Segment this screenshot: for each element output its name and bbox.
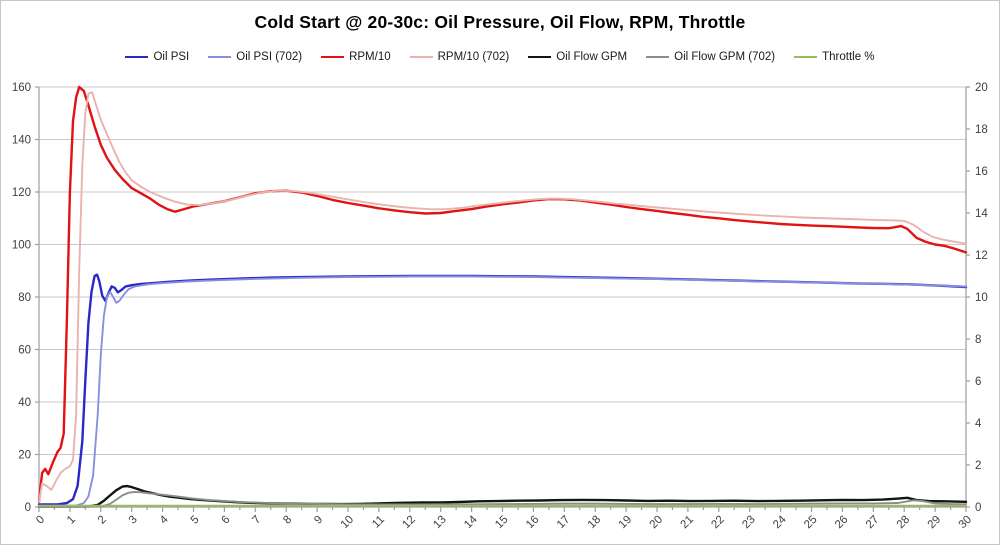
y-right-tick-label: 14 [975, 208, 988, 220]
x-tick-label: 7 [250, 514, 263, 527]
x-tick-label: 23 [740, 514, 758, 532]
y-left-tick-label: 80 [18, 292, 31, 304]
y-left-tick-label: 20 [18, 450, 31, 462]
x-tick-label: 13 [431, 514, 449, 532]
legend-swatch-throttle [794, 56, 818, 58]
x-tick-label: 4 [158, 513, 171, 526]
y-left-tick-label: 120 [12, 187, 31, 199]
x-tick-label: 27 [864, 514, 882, 532]
y-left-tick-label: 140 [12, 135, 31, 147]
x-tick-label: 18 [586, 514, 604, 532]
y-left-tick-label: 40 [18, 397, 31, 409]
legend-label-throttle: Throttle % [822, 51, 875, 63]
x-tick-label: 24 [771, 513, 789, 531]
series-oil-psi [37, 273, 968, 506]
y-left-tick-label: 100 [12, 240, 31, 252]
x-tick-label: 5 [189, 514, 202, 527]
x-tick-label: 8 [281, 514, 294, 527]
x-tick-label: 30 [957, 514, 975, 532]
x-tick-label: 15 [493, 514, 511, 532]
y-right-tick-label: 18 [975, 124, 988, 136]
legend-label-oil-flow-gpm: Oil Flow GPM [556, 51, 628, 63]
x-tick-label: 19 [617, 514, 635, 532]
legend-item-rpm-10: RPM/10 [321, 51, 391, 63]
series-rpm-10-702 [38, 91, 967, 503]
x-tick-label: 29 [926, 514, 944, 532]
legend-label-oil-flow-gpm-702: Oil Flow GPM (702) [674, 51, 776, 63]
legend-label-oil-psi: Oil PSI [153, 51, 190, 63]
legend-swatch-rpm-10-702 [409, 56, 433, 58]
legend-swatch-oil-psi-702 [208, 56, 232, 58]
legend-label-rpm-10-702: RPM/10 (702) [437, 51, 510, 63]
legend-item-oil-psi: Oil PSI [125, 51, 189, 63]
legend-swatch-oil-psi [125, 56, 149, 58]
series-rpm-10 [37, 85, 968, 503]
chart-legend: Oil PSI Oil PSI (702) RPM/10 RPM/10 (702) Oi… [1, 51, 999, 63]
x-tick-label: 2 [96, 514, 109, 527]
y-right-tick-label: 2 [975, 460, 981, 472]
y-right-tick-label: 20 [975, 82, 988, 94]
y-left-tick-label: 60 [18, 345, 31, 357]
legend-label-oil-psi-702: Oil PSI (702) [236, 51, 303, 63]
legend-label-rpm-10: RPM/10 [349, 51, 391, 63]
y-right-tick-label: 8 [975, 334, 981, 346]
x-tick-label: 1 [65, 514, 78, 527]
legend-swatch-oil-flow-gpm [528, 56, 552, 58]
series-oil-flow-gpm [37, 484, 968, 508]
x-tick-label: 21 [678, 514, 696, 532]
series-oil-psi-702 [38, 275, 967, 507]
x-tick-label: 25 [802, 514, 820, 532]
x-tick-label: 6 [220, 514, 233, 527]
x-tick-label: 10 [339, 514, 357, 532]
y-right-tick-label: 0 [975, 502, 981, 514]
series-oil-flow-gpm-702 [38, 490, 967, 508]
x-tick-label: 22 [709, 514, 727, 532]
y-right-tick-label: 4 [975, 418, 982, 430]
x-tick-label: 20 [648, 514, 666, 532]
legend-item-oil-flow-gpm: Oil Flow GPM [528, 51, 627, 63]
x-tick-label: 14 [462, 513, 480, 531]
legend-item-oil-psi-702: Oil PSI (702) [208, 51, 302, 63]
x-tick-label: 17 [555, 514, 573, 532]
x-tick-label: 9 [312, 514, 325, 527]
legend-item-throttle: Throttle % [794, 51, 875, 63]
legend-swatch-oil-flow-gpm-702 [646, 56, 670, 58]
x-tick-label: 28 [895, 514, 913, 532]
y-right-tick-label: 12 [975, 250, 988, 262]
y-right-tick-label: 10 [975, 292, 988, 304]
x-tick-label: 11 [370, 514, 387, 531]
y-right-tick-label: 6 [975, 376, 981, 388]
x-tick-label: 3 [127, 514, 140, 527]
x-tick-label: 16 [524, 514, 542, 532]
x-tick-label: 26 [833, 514, 851, 532]
chart-title: Cold Start @ 20-30c: Oil Pressure, Oil F… [254, 12, 746, 32]
y-left-tick-label: 160 [12, 82, 31, 94]
y-left-tick-label: 0 [25, 502, 31, 514]
x-tick-label: 0 [34, 514, 47, 527]
legend-item-rpm-10-702: RPM/10 (702) [409, 51, 510, 63]
x-tick-label: 12 [400, 514, 418, 532]
legend-swatch-rpm-10 [321, 56, 345, 58]
legend-item-oil-flow-gpm-702: Oil Flow GPM (702) [646, 51, 775, 63]
y-right-tick-label: 16 [975, 166, 988, 178]
